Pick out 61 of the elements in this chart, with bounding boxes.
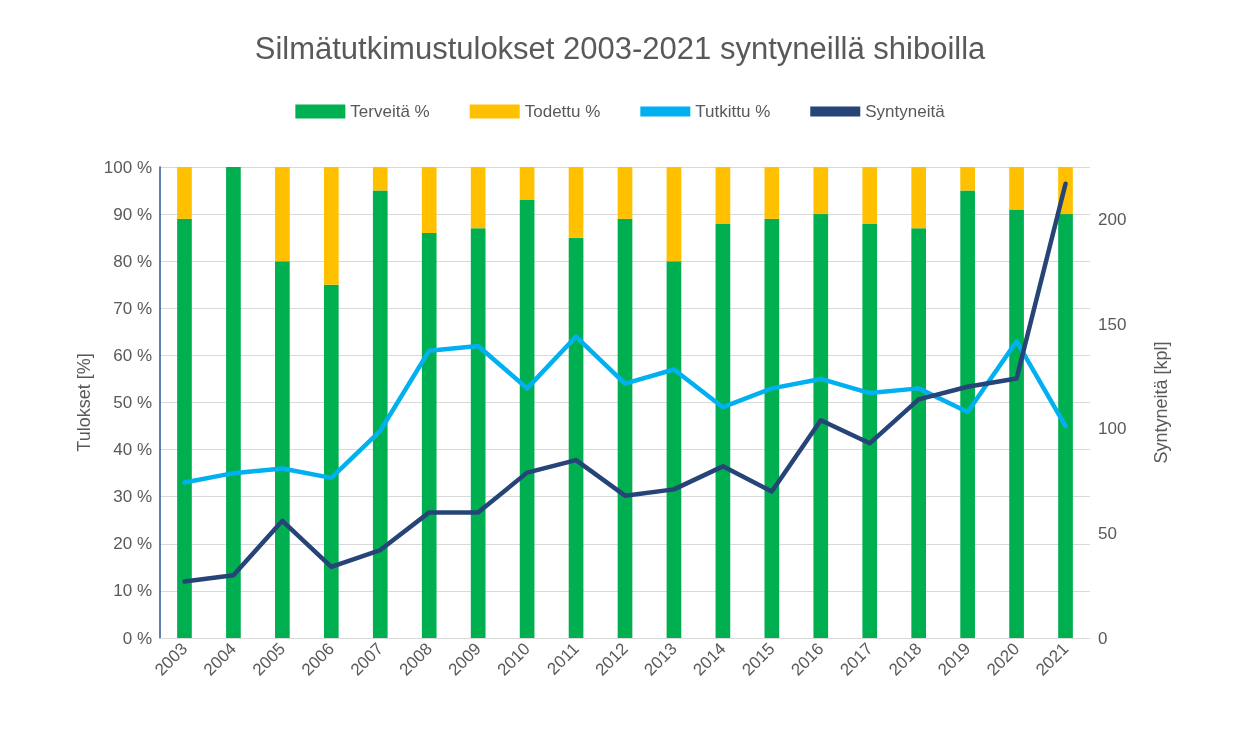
bar — [862, 167, 878, 224]
legend-label: Todettu % — [524, 102, 601, 121]
bar — [960, 190, 975, 638]
bar — [568, 167, 584, 238]
bar — [960, 167, 975, 191]
y-tick-label: 20 % — [113, 534, 152, 554]
line-series — [182, 334, 1068, 485]
y-tick-label: 90 % — [113, 204, 152, 224]
bar — [1009, 209, 1024, 638]
y2-tick-label: 0 — [1098, 628, 1108, 648]
legend-label: Syntyneitä — [865, 102, 946, 121]
y-tick-label: 30 % — [113, 487, 152, 507]
chart-title: Silmätutkimustulokset 2003-2021 syntyneillä shiboilla — [254, 31, 987, 66]
bar — [813, 167, 829, 215]
legend-label: Tutkittu % — [695, 102, 771, 121]
y2-tick-label: 150 — [1098, 314, 1127, 334]
bar — [323, 167, 339, 285]
bar — [764, 218, 780, 638]
bar — [666, 167, 682, 262]
bar — [715, 223, 731, 638]
bar — [862, 223, 878, 638]
y-tick-label: 50 % — [113, 393, 152, 412]
y-tick-label: 80 % — [113, 251, 152, 271]
bar — [911, 228, 927, 638]
y-tick-label: 100 % — [103, 157, 152, 177]
y-tick-label: 60 % — [113, 345, 152, 365]
y2-tick-label: 50 — [1098, 523, 1117, 543]
bar — [617, 218, 633, 638]
bar — [813, 214, 829, 638]
bar — [275, 167, 290, 262]
y2-tick-label: 100 — [1098, 419, 1127, 439]
y-axis-title: Tulokset [%] — [73, 353, 94, 452]
bar — [715, 167, 731, 224]
bar — [911, 167, 927, 229]
y-tick-label: 0 % — [122, 628, 152, 648]
y-tick-label: 10 % — [113, 581, 152, 601]
bar — [177, 218, 192, 638]
bar — [519, 199, 535, 638]
bar — [1058, 214, 1073, 638]
bar — [519, 167, 535, 200]
legend-label: Terveitä % — [350, 102, 430, 121]
bar — [568, 237, 584, 638]
bar — [666, 261, 682, 638]
bar — [470, 167, 486, 229]
bar — [177, 167, 192, 219]
bar — [764, 167, 780, 219]
bar — [372, 190, 388, 638]
line-series — [182, 181, 1068, 584]
bar — [421, 232, 437, 638]
y-tick-label: 40 % — [113, 440, 152, 460]
bar — [617, 167, 633, 219]
y2-axis-title: Syntyneitä [kpl] — [1151, 341, 1171, 464]
bar — [323, 284, 339, 638]
bar — [226, 167, 241, 638]
y-tick-label: 70 % — [113, 298, 152, 318]
bar — [470, 228, 486, 638]
bar — [1009, 167, 1024, 210]
bar — [421, 167, 437, 233]
bar — [372, 167, 388, 191]
bar — [275, 261, 290, 638]
y2-tick-label: 200 — [1098, 209, 1127, 229]
